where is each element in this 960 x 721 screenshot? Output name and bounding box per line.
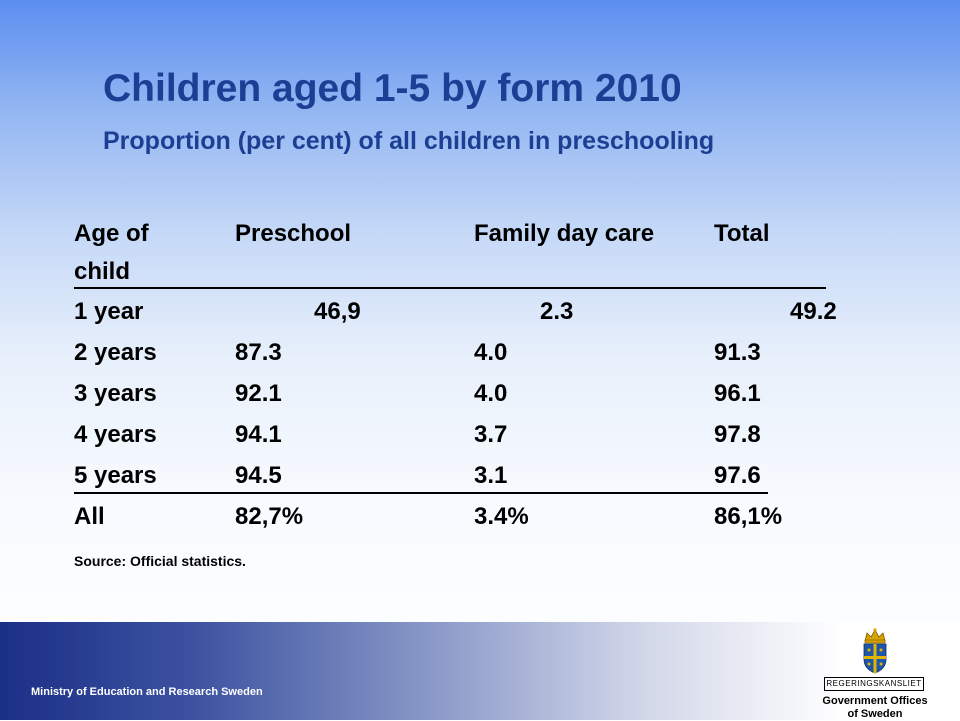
row-family-day-care: 3.7: [474, 421, 508, 448]
header-total: Total: [714, 220, 770, 247]
header-underline: [74, 287, 826, 289]
logo-name: REGERINGSKANSLIET: [824, 677, 924, 691]
row-age: 2 years: [74, 339, 157, 366]
row-preschool: 94.5: [235, 462, 282, 489]
footer-band: [0, 622, 960, 720]
row-preschool: 94.1: [235, 421, 282, 448]
row-age: All: [74, 503, 105, 530]
row-total: 86,1%: [714, 503, 783, 530]
logo-subtitle-line2: of Sweden: [847, 708, 903, 720]
row-preschool: 82,7%: [235, 503, 304, 530]
row-age: 4 years: [74, 421, 157, 448]
row-age: 3 years: [74, 380, 157, 407]
header-preschool: Preschool: [235, 220, 352, 247]
row-total: 49.2: [790, 298, 837, 325]
row-total: 91.3: [714, 339, 761, 366]
header-family-day-care: Family day care: [474, 220, 655, 247]
row-family-day-care: 3.4%: [474, 503, 529, 530]
row-age: 1 year: [74, 298, 144, 325]
source-note: Source: Official statistics.: [74, 553, 246, 569]
government-logo: REGERINGSKANSLIET Government Offices of …: [820, 627, 930, 720]
row-family-day-care: 4.0: [474, 380, 508, 407]
row-age: 5 years: [74, 462, 157, 489]
row-family-day-care: 4.0: [474, 339, 508, 366]
row-preschool: 46,9: [314, 298, 361, 325]
row-total: 97.6: [714, 462, 761, 489]
swedish-crown-shield-icon: [863, 628, 887, 674]
ministry-name: Ministry of Education and Research Swede…: [31, 686, 263, 698]
row-underline: [74, 492, 768, 494]
header-age-of-child: Age of child: [74, 220, 149, 285]
row-preschool: 87.3: [235, 339, 282, 366]
row-total: 97.8: [714, 421, 761, 448]
slide-subtitle: Proportion (per cent) of all children in…: [103, 127, 715, 155]
slide-title: Children aged 1-5 by form 2010: [103, 67, 682, 110]
logo-subtitle: Government Offices of Sweden: [820, 695, 930, 721]
row-total: 96.1: [714, 380, 761, 407]
logo-subtitle-line1: Government Offices: [822, 695, 928, 707]
row-family-day-care: 2.3: [540, 298, 574, 325]
row-family-day-care: 3.1: [474, 462, 508, 489]
row-preschool: 92.1: [235, 380, 282, 407]
